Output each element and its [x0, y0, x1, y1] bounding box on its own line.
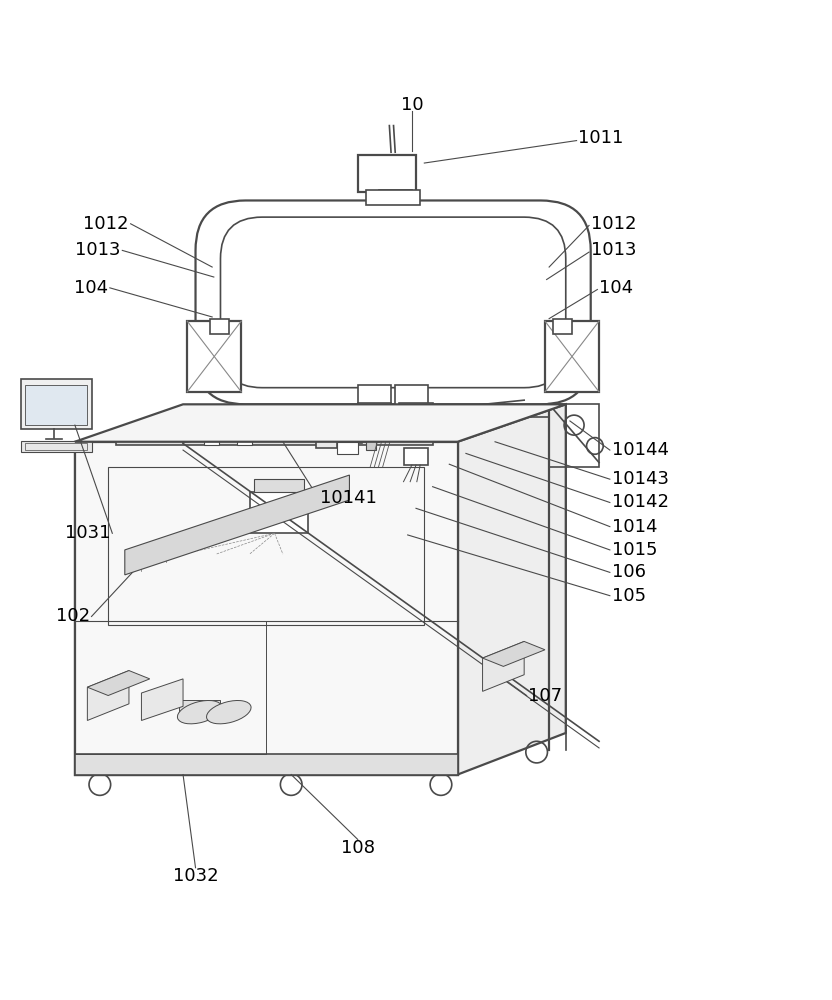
Bar	[237, 420, 252, 445]
Text: 107: 107	[528, 687, 562, 705]
Bar	[358, 417, 379, 442]
FancyBboxPatch shape	[220, 217, 566, 388]
Bar	[333, 423, 362, 443]
Text: 10144: 10144	[612, 441, 669, 459]
Text: 104: 104	[74, 279, 108, 297]
Text: 1012: 1012	[591, 215, 636, 233]
Text: 1032: 1032	[173, 867, 218, 885]
Bar	[399, 403, 433, 418]
Polygon shape	[141, 679, 183, 720]
Text: 1011: 1011	[578, 129, 624, 147]
Bar	[366, 440, 376, 450]
Text: 105: 105	[612, 587, 646, 605]
FancyBboxPatch shape	[196, 200, 591, 404]
Bar	[549, 404, 599, 467]
Bar	[75, 442, 458, 775]
Bar	[366, 190, 420, 205]
Bar	[204, 420, 219, 445]
Text: 1012: 1012	[83, 215, 129, 233]
Text: 102: 102	[56, 607, 90, 625]
Bar	[316, 414, 337, 448]
Bar	[75, 621, 266, 754]
Polygon shape	[483, 641, 524, 691]
Bar	[108, 467, 424, 625]
Text: 10142: 10142	[612, 493, 669, 511]
Polygon shape	[87, 671, 129, 720]
Bar	[25, 443, 87, 450]
Bar	[404, 448, 428, 465]
Text: 1013: 1013	[75, 241, 121, 259]
Bar	[379, 190, 412, 202]
Bar	[75, 754, 458, 775]
Bar	[358, 385, 391, 406]
Text: 1014: 1014	[612, 518, 657, 536]
Bar	[179, 700, 220, 720]
Text: 108: 108	[341, 839, 374, 857]
Text: 106: 106	[612, 563, 646, 581]
Bar	[210, 319, 229, 334]
Polygon shape	[75, 404, 566, 442]
Bar	[116, 430, 433, 445]
Bar	[337, 442, 358, 454]
Bar	[358, 155, 416, 192]
Text: 1015: 1015	[612, 541, 657, 559]
Polygon shape	[458, 404, 566, 775]
Bar	[395, 385, 428, 406]
Bar	[25, 385, 87, 425]
Polygon shape	[87, 671, 150, 696]
Bar	[187, 321, 241, 392]
Text: 10: 10	[400, 96, 423, 114]
Ellipse shape	[177, 700, 222, 724]
Bar	[358, 403, 391, 418]
Bar	[250, 492, 308, 533]
Bar	[21, 379, 92, 429]
Bar	[553, 319, 572, 334]
Text: 1013: 1013	[591, 241, 636, 259]
Text: 1031: 1031	[65, 524, 111, 542]
Text: 104: 104	[599, 279, 633, 297]
Text: 10143: 10143	[612, 470, 669, 488]
Polygon shape	[483, 641, 545, 666]
Bar	[75, 442, 458, 775]
Ellipse shape	[206, 700, 251, 724]
Text: 10141: 10141	[320, 489, 377, 507]
Bar	[21, 441, 92, 452]
Bar	[254, 479, 304, 492]
Bar	[545, 321, 599, 392]
Polygon shape	[125, 475, 349, 575]
